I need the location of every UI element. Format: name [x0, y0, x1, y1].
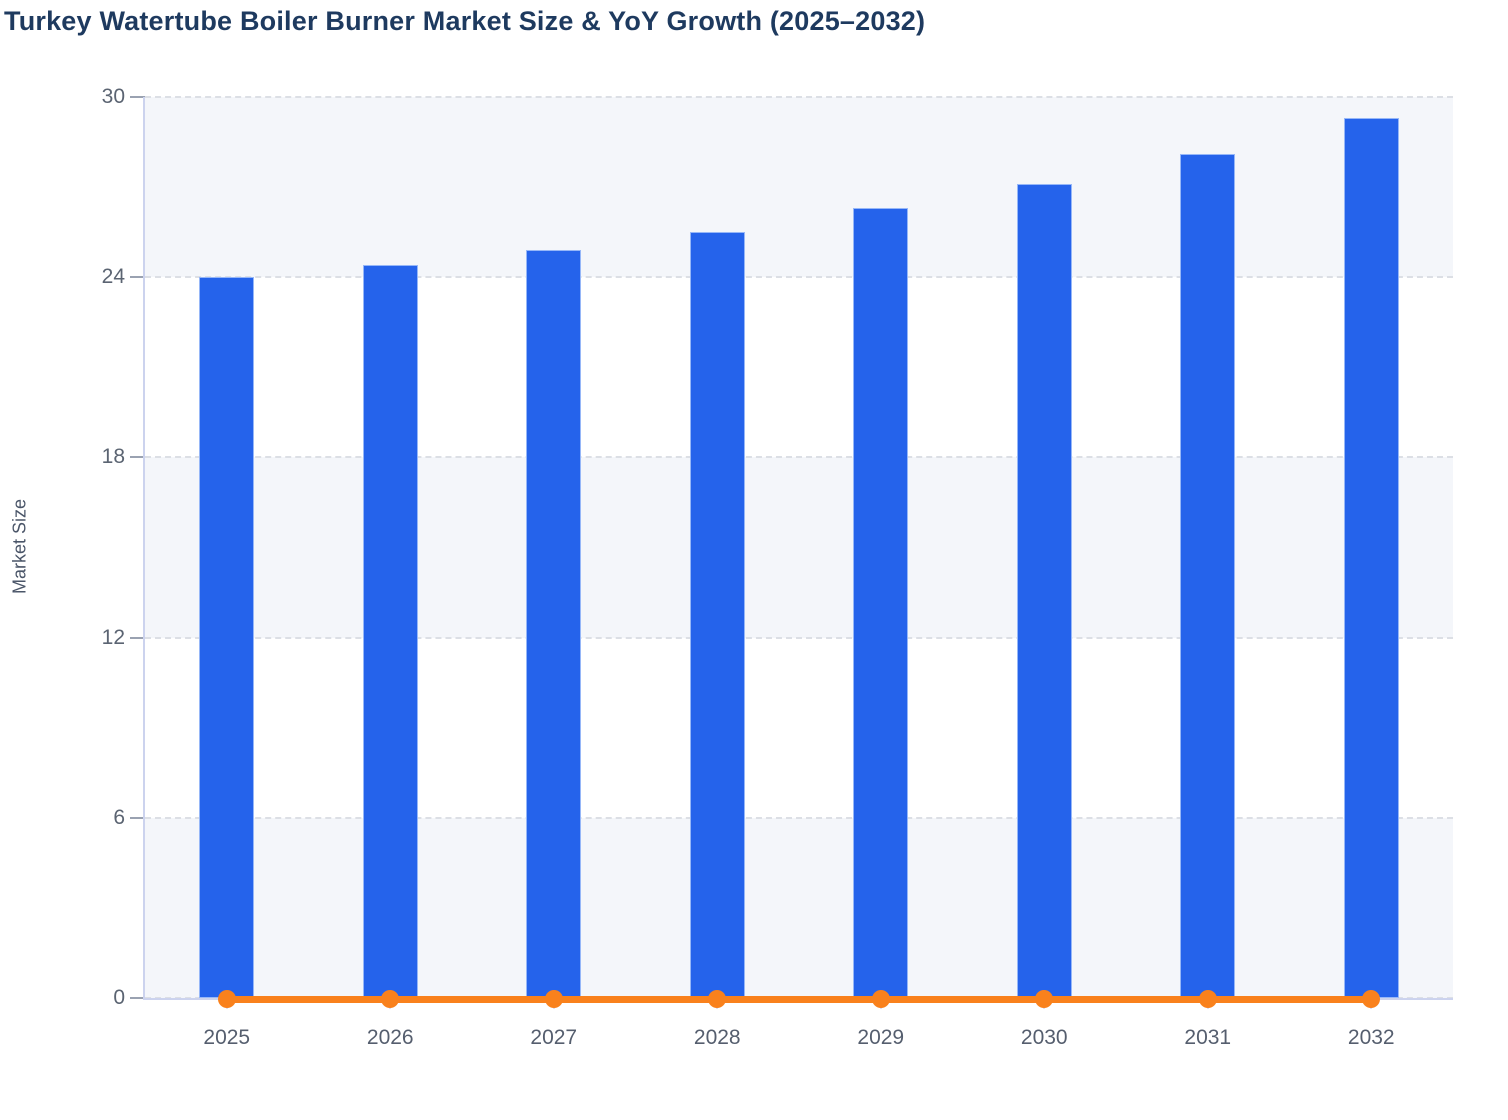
x-tick-label: 2026 — [366, 1026, 414, 1049]
y-axis-tick — [130, 456, 145, 459]
yoy-marker-2031[interactable] — [1198, 989, 1217, 1008]
y-axis-tick — [130, 96, 145, 98]
bar-2031[interactable] — [1180, 154, 1236, 998]
bar-2027[interactable] — [526, 250, 582, 998]
y-axis-title: Market Size — [9, 498, 30, 595]
y-axis-tick — [130, 636, 145, 639]
gridline — [145, 276, 1453, 279]
y-tick-label: 24 — [101, 265, 125, 289]
bar-2026[interactable] — [362, 265, 418, 998]
yoy-growth-line[interactable] — [226, 996, 1372, 1004]
x-tick-label: 2031 — [1184, 1026, 1232, 1049]
yoy-marker-2030[interactable] — [1035, 990, 1054, 1009]
x-tick-label: 2030 — [1020, 1026, 1068, 1049]
plot-band — [145, 457, 1453, 638]
gridline — [145, 96, 1453, 98]
x-tick-label: 2029 — [857, 1026, 905, 1049]
yoy-marker-2028[interactable] — [708, 990, 727, 1009]
yoy-marker-2027[interactable] — [544, 990, 563, 1009]
yoy-marker-2032[interactable] — [1362, 989, 1381, 1008]
chart-title: Turkey Watertube Boiler Burner Market Si… — [4, 6, 926, 36]
y-axis-tick — [130, 816, 145, 819]
y-tick-label: 18 — [101, 445, 125, 469]
y-tick-label: 0 — [113, 986, 125, 1009]
bar-2025[interactable] — [199, 277, 255, 998]
gridline — [145, 456, 1453, 459]
plot-band — [145, 97, 1453, 278]
x-tick-label: 2027 — [530, 1026, 578, 1049]
plot-area: 0 6 12 18 24 30 2025 2026 2027 2028 2029 2030 2031 20… — [102, 85, 1453, 1049]
y-tick-label: 30 — [101, 85, 125, 108]
y-tick-label: 12 — [101, 625, 125, 649]
x-tick-label: 2032 — [1347, 1026, 1395, 1049]
y-axis-line — [143, 97, 145, 1000]
bar-2032[interactable] — [1343, 118, 1399, 998]
yoy-marker-2026[interactable] — [381, 990, 400, 1009]
plot-band — [145, 817, 1453, 998]
gridline — [145, 636, 1453, 639]
y-axis-tick — [130, 276, 145, 279]
yoy-marker-2025[interactable] — [217, 990, 236, 1009]
x-tick-label: 2025 — [203, 1026, 251, 1049]
x-tick-label: 2028 — [693, 1026, 741, 1049]
gridline — [145, 816, 1453, 819]
y-tick-label: 6 — [113, 805, 125, 829]
bar-2030[interactable] — [1016, 184, 1072, 998]
yoy-marker-2029[interactable] — [871, 990, 890, 1009]
bar-2028[interactable] — [689, 232, 745, 998]
bar-2029[interactable] — [853, 208, 909, 998]
y-axis-tick — [130, 997, 145, 999]
